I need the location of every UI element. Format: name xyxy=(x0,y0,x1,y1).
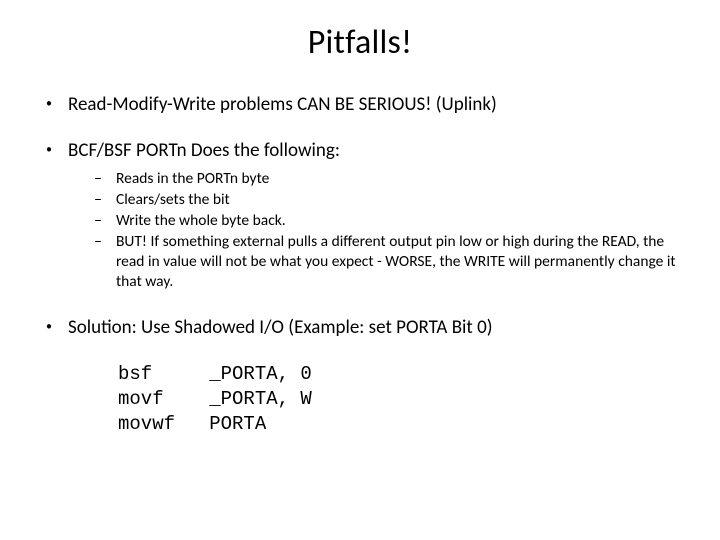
code-line: movf _PORTA, W xyxy=(118,388,312,410)
bullet-text: BCF/BSF PORTn Does the following: xyxy=(68,139,340,163)
sub-bullet-read: – Reads in the PORTn byte xyxy=(94,169,676,189)
sub-bullet-clear: – Clears/sets the bit xyxy=(94,190,676,210)
slide: Pitfalls! • Read-Modify-Write problems C… xyxy=(0,0,720,540)
sub-bullet-text: Write the whole byte back. xyxy=(116,211,286,231)
sub-bullet-text: Clears/sets the bit xyxy=(116,190,230,210)
bullet-dot-icon: • xyxy=(46,139,52,161)
bullet-rmw: • Read-Modify-Write problems CAN BE SERI… xyxy=(44,93,676,117)
slide-title: Pitfalls! xyxy=(44,22,676,63)
bullet-dot-icon: • xyxy=(46,316,52,338)
sub-bullet-warning: – BUT! If something external pulls a dif… xyxy=(94,232,676,292)
bullet-text: Read-Modify-Write problems CAN BE SERIOU… xyxy=(68,93,497,117)
bullet-dash-icon: – xyxy=(94,211,102,231)
code-line: bsf _PORTA, 0 xyxy=(118,363,312,385)
bullet-dash-icon: – xyxy=(94,232,102,252)
bullet-text: Solution: Use Shadowed I/O (Example: set… xyxy=(68,316,492,340)
bullet-bcf-bsf: • BCF/BSF PORTn Does the following: xyxy=(44,139,676,163)
code-block: bsf _PORTA, 0 movf _PORTA, W movwf PORTA xyxy=(118,362,676,437)
bullet-dash-icon: – xyxy=(94,169,102,189)
bullet-dash-icon: – xyxy=(94,190,102,210)
sub-bullet-text: Reads in the PORTn byte xyxy=(116,169,269,189)
bullet-solution: • Solution: Use Shadowed I/O (Example: s… xyxy=(44,316,676,340)
sub-bullet-text: BUT! If something external pulls a diffe… xyxy=(116,232,676,292)
code-line: movwf PORTA xyxy=(118,413,266,435)
sub-bullet-list: – Reads in the PORTn byte – Clears/sets … xyxy=(94,169,676,292)
sub-bullet-write: – Write the whole byte back. xyxy=(94,211,676,231)
bullet-dot-icon: • xyxy=(46,93,52,115)
